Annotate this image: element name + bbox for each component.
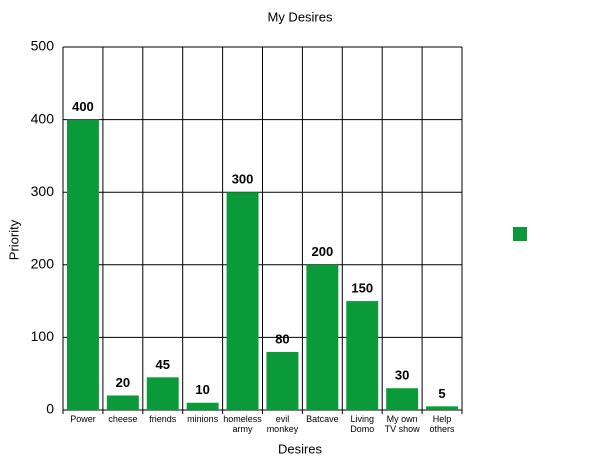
bar (426, 406, 459, 410)
y-tick-label: 400 (31, 110, 55, 126)
data-label: 400 (72, 99, 94, 114)
data-label: 20 (116, 375, 130, 390)
x-tick-label: minions (187, 414, 219, 424)
x-tick-label: friends (149, 414, 177, 424)
y-axis-title: Priority (6, 219, 21, 260)
x-tick-label: homeless army (223, 414, 262, 434)
chart-title: My Desires (267, 9, 333, 24)
y-tick-label: 200 (31, 256, 55, 272)
data-label: 30 (395, 368, 409, 383)
bar (346, 301, 379, 410)
x-axis-title: Desires (278, 441, 323, 456)
bar (66, 119, 99, 410)
data-label: 150 (351, 281, 373, 296)
data-label: 10 (195, 382, 209, 397)
data-label: 80 (275, 331, 289, 346)
x-tick-label: Power (70, 414, 96, 424)
bar (106, 395, 139, 410)
x-tick-label: My own TV show (384, 414, 420, 434)
x-tick-label: evil monkey (266, 414, 299, 434)
bar (186, 402, 219, 410)
bar (306, 264, 339, 410)
y-tick-label: 100 (31, 328, 55, 344)
x-tick-label: cheese (108, 414, 138, 424)
y-tick-label: 500 (31, 38, 55, 54)
y-tick-label: 0 (46, 401, 54, 417)
data-label: 5 (438, 386, 445, 401)
data-label: 45 (156, 357, 170, 372)
legend-swatch (513, 227, 527, 241)
data-label: 200 (311, 244, 333, 259)
x-tick-label: Help others (429, 414, 455, 434)
x-tick-label: Living Domo (350, 414, 375, 434)
bar (146, 377, 179, 410)
y-tick-label: 300 (31, 183, 55, 199)
bar (266, 351, 299, 410)
bar (386, 388, 419, 410)
bar (226, 192, 259, 410)
data-label: 300 (232, 172, 254, 187)
x-tick-label: Batcave (306, 414, 339, 424)
